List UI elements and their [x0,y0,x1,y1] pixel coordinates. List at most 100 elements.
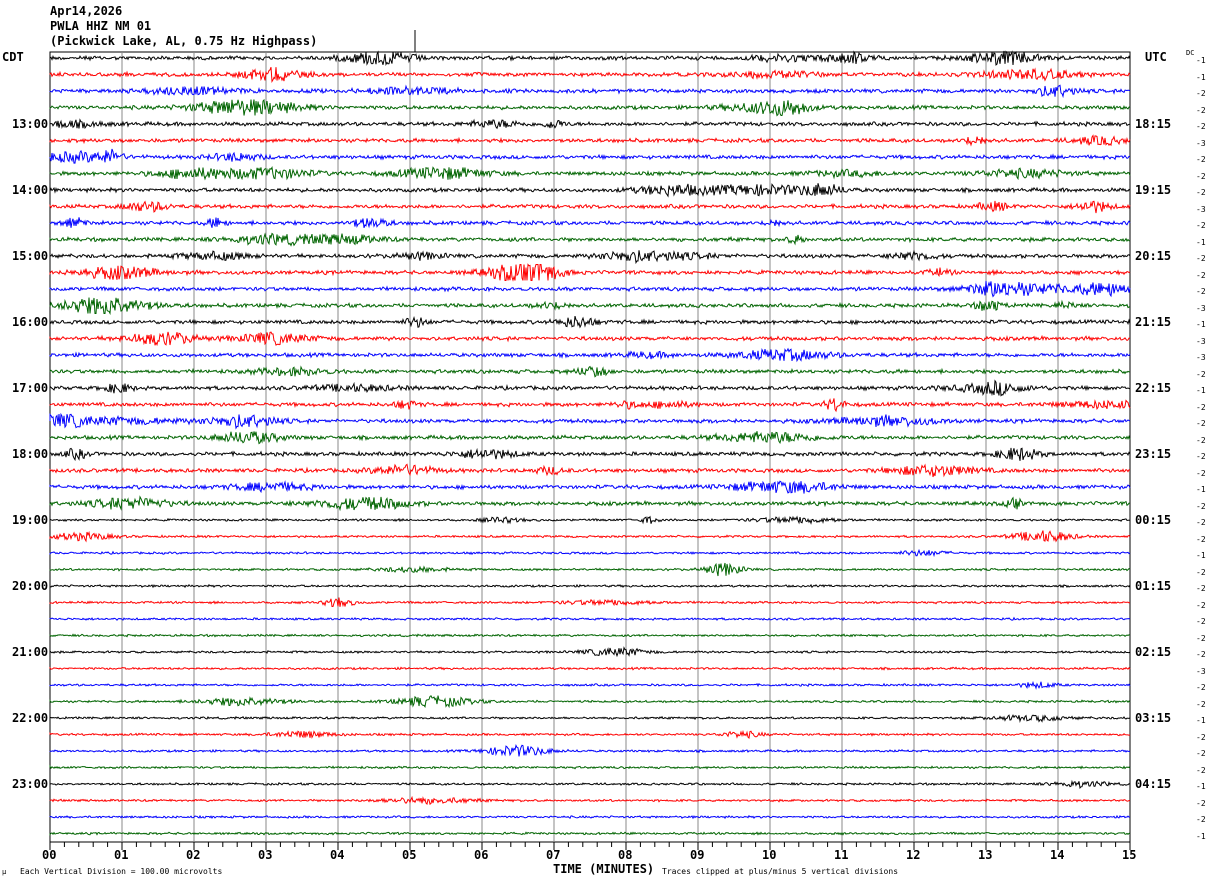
seismic-trace [49,148,1131,164]
x-tick-label: 14 [1050,848,1065,862]
x-tick-label: 04 [330,848,345,862]
x-tick-label: 08 [618,848,633,862]
dc-offset-label: -2 [1196,89,1206,98]
utc-hour-label: 04:15 [1135,777,1172,791]
dc-offset-label: -2 [1196,221,1206,230]
dc-offset-label: -2 [1196,518,1206,527]
seismic-trace [49,530,1131,543]
seismic-trace [49,166,1131,181]
seismic-trace [49,680,1131,690]
seismic-trace [49,666,1131,671]
clip-note: Traces clipped at plus/minus 5 vertical … [662,867,899,876]
seismic-trace [49,134,1131,147]
dc-offset-label: -3 [1196,138,1206,148]
seismic-trace [49,232,1131,247]
seismic-trace [49,297,1131,316]
seismic-trace [49,495,1130,512]
scale-icon: µ [2,868,7,876]
dc-offset-label: -1 [1196,320,1206,329]
seismic-trace [49,50,1131,66]
dc-offset-label: -2 [1196,732,1206,742]
dc-offset-label: -1 [1196,386,1206,395]
utc-hour-label: 18:15 [1135,117,1172,131]
dc-offset-label: -1 [1196,485,1206,494]
seismic-trace [49,779,1131,790]
x-tick-label: 11 [834,848,849,862]
seismic-trace [49,729,1131,739]
seismic-trace [49,480,1131,494]
seismic-trace [49,463,1131,478]
dc-label: DC [1186,49,1195,57]
seismic-trace [49,183,1131,198]
seismic-trace [49,200,1131,214]
cdt-hour-label: 15:00 [12,249,49,263]
dc-offset-label: -1 [1196,56,1206,65]
seismic-trace [49,331,1130,347]
utc-hour-label: 01:15 [1135,579,1172,593]
utc-hour-label: 22:15 [1135,381,1172,395]
dc-offset-label: -2 [1196,122,1206,131]
dc-offset-label: -1 [1196,551,1206,560]
dc-offset-label: -2 [1196,798,1206,808]
cdt-hour-label: 16:00 [12,315,49,329]
plot-frame [49,51,1131,843]
dc-offset-label: -2 [1196,567,1206,577]
dc-offset-label: -2 [1196,584,1206,593]
dc-offset-label: -2 [1196,270,1206,280]
x-tick-label: 02 [186,848,201,862]
utc-hour-label: 20:15 [1135,249,1172,263]
left-timezone: CDT [2,50,24,64]
seismic-trace [49,831,1131,836]
dc-offset-label: -1 [1196,716,1206,725]
x-axis-title: TIME (MINUTES) [553,862,655,876]
seismic-trace [49,315,1131,329]
dc-offset-label: -2 [1196,650,1206,659]
seismic-trace [49,795,1131,806]
dc-offset-label: -2 [1196,287,1206,296]
cdt-hour-label: 23:00 [12,777,49,791]
seismic-trace [49,616,1131,622]
dc-offset-label: -2 [1196,419,1206,428]
station-label: PWLA HHZ NM 01 [50,19,152,33]
right-timezone: UTC [1145,50,1167,64]
dc-offset-label: -2 [1196,369,1206,379]
utc-hour-label: 21:15 [1135,315,1172,329]
dc-offset-label: -2 [1196,254,1206,263]
seismic-trace [49,714,1131,723]
seismic-trace [49,249,1131,265]
x-tick-label: 05 [402,848,417,862]
utc-hour-label: 02:15 [1135,645,1172,659]
dc-offset-label: -3 [1196,666,1206,676]
seismic-trace [49,379,1131,397]
seismic-trace [49,764,1131,770]
dc-offset-label: -1 [1196,831,1206,841]
dc-offset-label: -2 [1196,402,1206,412]
utc-hour-label: 19:15 [1135,183,1172,197]
seismic-trace [49,633,1131,638]
seismic-trace [49,347,1131,363]
seismic-trace [49,118,1131,130]
dc-offset-label: -3 [1196,336,1206,346]
x-tick-label: 01 [114,848,129,862]
seismic-trace [49,365,1131,378]
seismic-trace [49,217,1131,229]
dc-offset-label: -2 [1196,749,1206,758]
dc-offset-label: -2 [1196,171,1206,181]
dc-offset-label: -2 [1196,452,1206,461]
seismic-trace [49,646,1131,658]
seismic-trace [49,98,1131,117]
seismic-trace [49,583,1131,589]
cdt-hour-label: 18:00 [12,447,49,461]
dc-offset-label: -2 [1196,765,1206,775]
seismic-trace [49,695,1131,709]
dc-offset-label: -2 [1196,600,1206,610]
seismic-trace [49,412,1131,430]
utc-hour-label: 00:15 [1135,513,1172,527]
x-tick-label: 00 [42,848,57,862]
seismic-trace [49,548,1131,558]
x-tick-label: 06 [474,848,489,862]
dc-offset-label: -3 [1196,353,1206,362]
dc-offset-label: -2 [1196,435,1206,445]
seismic-trace [49,67,1131,83]
x-tick-label: 09 [690,848,705,862]
